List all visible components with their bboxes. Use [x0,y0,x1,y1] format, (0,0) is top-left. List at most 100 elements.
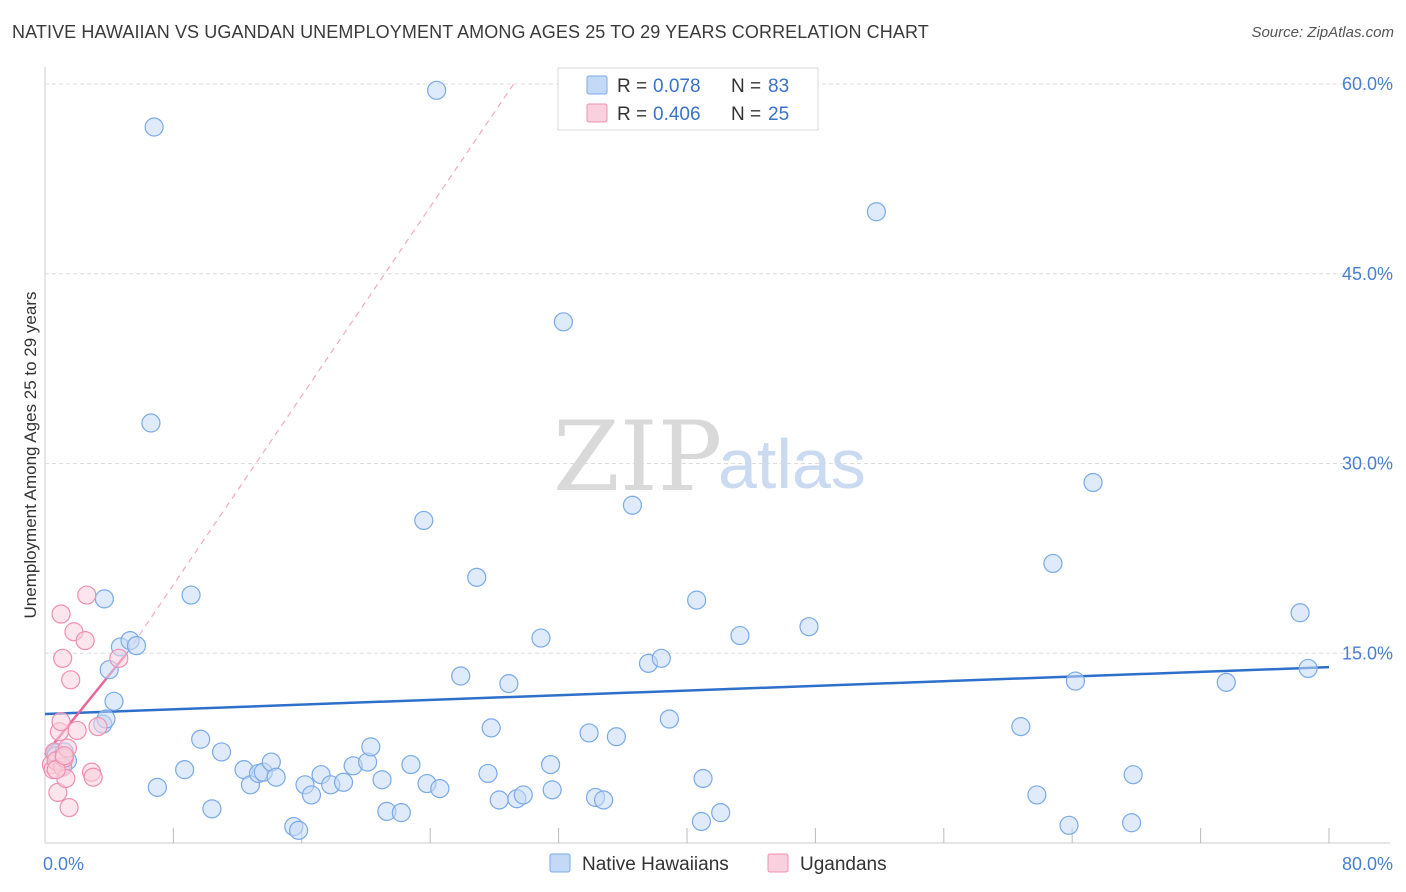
legend-r-label: R = [617,76,647,97]
data-point-native-hawaiians [1298,658,1318,679]
data-point-native-hawaiians [333,772,354,792]
chart-title: NATIVE HAWAIIAN VS UGANDAN UNEMPLOYMENT … [12,22,929,42]
legend-r-value-ugandans: 0.406 [653,104,701,125]
data-point-native-hawaiians [1059,815,1079,835]
data-point-native-hawaiians [1043,553,1063,574]
legend-bottom-swatch-native-hawaiians [549,853,571,873]
data-point-native-hawaiians [1083,472,1103,493]
data-point-native-hawaiians [799,617,819,637]
legend-n-value-ugandans: 25 [768,104,789,125]
data-point-native-hawaiians [391,803,411,823]
data-point-native-hawaiians [513,785,533,805]
data-point-native-hawaiians [730,625,750,646]
legend-bottom-swatch-ugandans [767,853,789,873]
data-point-ugandans [75,630,95,651]
data-point-native-hawaiians [1290,603,1310,623]
data-point-native-hawaiians [531,628,551,648]
y-axis-title: Unemployment Among Ages 25 to 29 years [21,292,40,619]
data-point-ugandans [61,670,81,690]
chart-source: Source: ZipAtlas.com [1251,24,1394,41]
data-point-native-hawaiians [481,718,501,738]
data-point-native-hawaiians [467,567,487,587]
data-point-native-hawaiians [372,770,392,790]
data-point-ugandans [88,717,108,737]
watermark-zip: ZIP [553,401,722,513]
y-tick-label: 60.0% [1342,74,1393,94]
data-point-native-hawaiians [427,80,447,100]
data-point-native-hawaiians [542,780,562,800]
data-point-native-hawaiians [579,723,599,743]
legend-bottom-label-ugandans: Ugandans [800,854,887,875]
data-point-native-hawaiians [687,590,707,610]
data-point-native-hawaiians [94,589,114,609]
watermark-atlas: atlas [718,425,866,503]
data-point-ugandans [109,648,129,668]
legend-series: Native Hawaiians Ugandans [549,853,887,875]
data-point-native-hawaiians [1121,813,1142,833]
data-point-native-hawaiians [540,754,561,775]
data-point-native-hawaiians [147,777,167,797]
data-point-native-hawaiians [211,742,232,762]
data-point-native-hawaiians [553,312,574,332]
legend-r-label: R = [617,104,647,125]
data-point-native-hawaiians [1027,785,1047,805]
trend-line-native-hawaiians [44,665,1330,716]
legend-stats: R = 0.078 N = 83 R = 0.406 N = 25 [557,67,819,131]
grid [45,83,1390,654]
tick-labels: 15.0% 30.0% 45.0% 60.0% 0.0% 80.0% [43,74,1393,874]
data-point-native-hawaiians [266,767,286,787]
data-point-ugandans [53,648,73,668]
data-point-ugandans [67,720,87,741]
data-point-native-hawaiians [1065,671,1086,691]
data-point-native-hawaiians [126,636,147,656]
data-point-native-hawaiians [175,760,195,780]
data-point-native-hawaiians [191,729,211,749]
data-point-native-hawaiians [104,691,124,711]
data-point-native-hawaiians [711,803,731,823]
data-point-native-hawaiians [401,754,421,775]
data-point-native-hawaiians [499,674,519,694]
legend-n-label: N = [731,104,761,125]
data-point-ugandans [51,711,71,732]
y-tick-label: 15.0% [1342,643,1393,663]
data-point-native-hawaiians [489,790,509,810]
data-point-native-hawaiians [1011,717,1031,737]
data-point-native-hawaiians [430,779,450,799]
data-point-native-hawaiians [478,763,498,784]
data-point-native-hawaiians [691,811,712,832]
data-point-native-hawaiians [651,648,671,668]
data-point-native-hawaiians [202,799,222,819]
watermark: ZIP atlas [553,401,866,513]
data-point-ugandans [51,604,71,624]
y-tick-label: 45.0% [1342,264,1393,284]
data-point-native-hawaiians [606,727,626,747]
legend-n-label: N = [731,76,761,97]
data-point-native-hawaiians [659,709,679,729]
legend-bottom-label-native-hawaiians: Native Hawaiians [582,854,729,875]
trend-extension-ugandans [126,83,515,654]
x-tick-label: 80.0% [1342,854,1393,874]
data-point-ugandans [83,767,103,787]
legend-r-value-native-hawaiians: 0.078 [653,76,701,97]
legend-swatch-ugandans [586,103,608,123]
data-point-native-hawaiians [144,117,164,137]
legend-swatch-native-hawaiians [586,75,608,95]
data-point-ugandans [54,746,74,766]
data-point-native-hawaiians [1216,672,1236,692]
data-point-native-hawaiians [866,202,886,222]
data-point-native-hawaiians [361,737,381,757]
x-tick-label: 0.0% [43,854,84,874]
data-point-native-hawaiians [301,785,322,805]
data-point-native-hawaiians [141,413,161,433]
data-point-native-hawaiians [451,666,471,686]
data-point-native-hawaiians [414,510,434,531]
data-point-ugandans [77,585,97,605]
data-point-native-hawaiians [593,790,614,810]
legend-n-value-native-hawaiians: 83 [768,76,789,97]
data-point-native-hawaiians [693,768,713,789]
data-point-native-hawaiians [1123,765,1143,785]
data-points [41,80,1318,840]
data-point-ugandans [59,797,79,818]
data-point-native-hawaiians [288,820,309,840]
